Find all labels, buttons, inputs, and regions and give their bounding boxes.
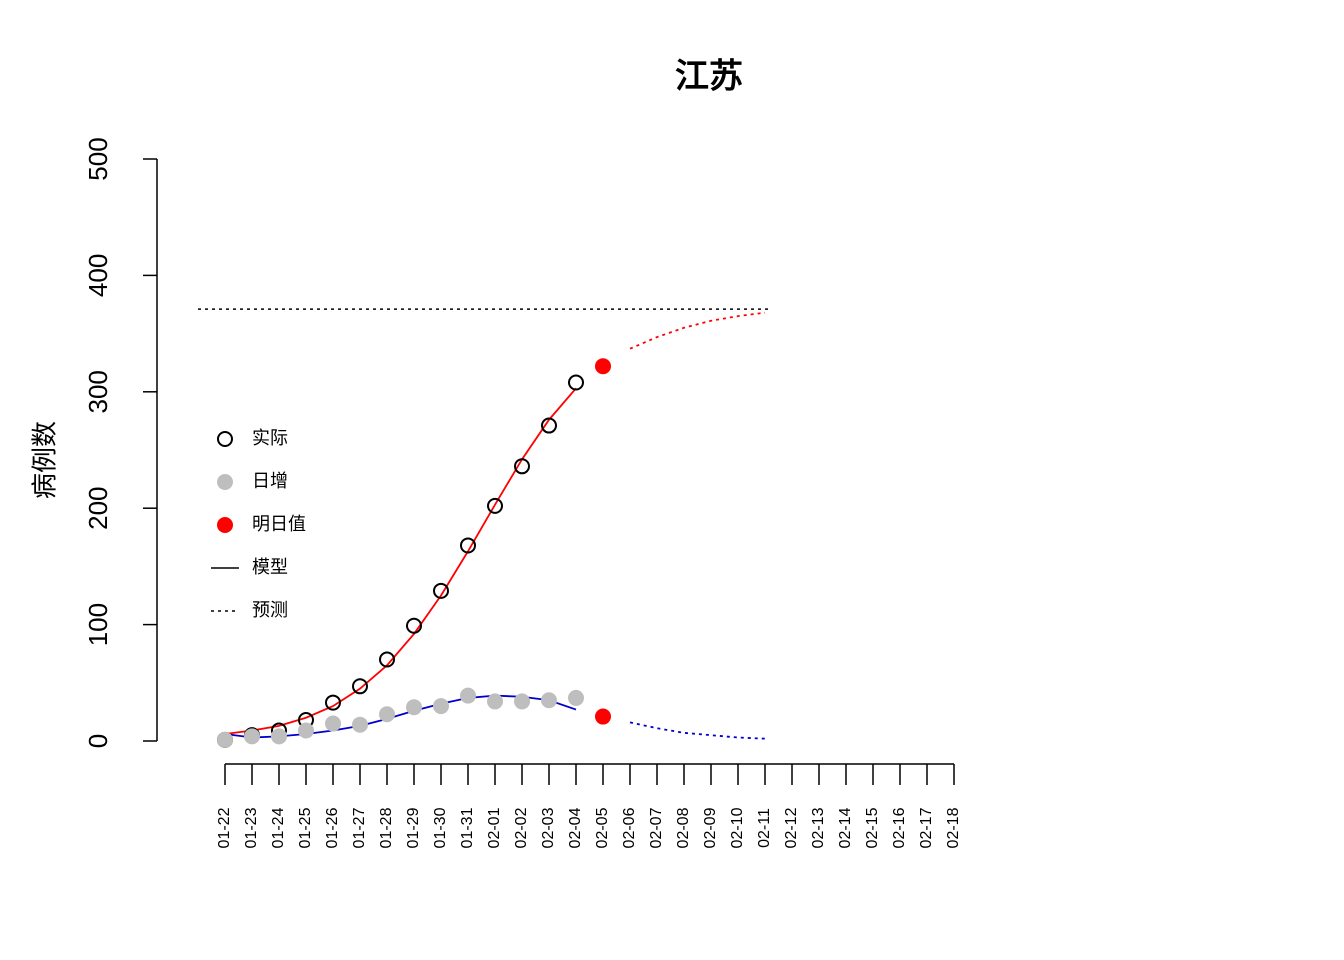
data-point bbox=[595, 358, 611, 375]
data-point bbox=[433, 698, 449, 715]
x-tick-label: 02-06 bbox=[621, 807, 638, 848]
x-tick-label: 02-03 bbox=[540, 807, 557, 848]
x-tick-label: 01-26 bbox=[324, 807, 341, 848]
legend-marker bbox=[217, 474, 233, 490]
data-point bbox=[352, 716, 368, 733]
x-tick-label: 01-29 bbox=[405, 807, 422, 848]
y-axis-label: 病例数 bbox=[31, 421, 61, 499]
legend-label: 实际 bbox=[252, 428, 288, 449]
x-tick-label: 02-05 bbox=[594, 807, 611, 848]
x-tick-label: 02-10 bbox=[729, 807, 746, 848]
data-point bbox=[541, 692, 557, 709]
model-line bbox=[629, 721, 766, 740]
x-tick-label: 02-08 bbox=[675, 807, 692, 848]
x-tick-label: 02-11 bbox=[756, 808, 773, 848]
y-tick-label: 100 bbox=[83, 603, 113, 646]
legend-label: 明日值 bbox=[252, 514, 306, 535]
data-point bbox=[379, 706, 395, 723]
data-point bbox=[487, 497, 503, 514]
data-point bbox=[460, 687, 476, 704]
data-point bbox=[379, 651, 395, 668]
legend-marker bbox=[217, 431, 233, 447]
data-point bbox=[406, 699, 422, 716]
data-point bbox=[298, 722, 314, 739]
x-tick-label: 02-15 bbox=[864, 807, 881, 848]
legend-label: 预测 bbox=[252, 600, 288, 621]
data-point bbox=[541, 417, 557, 434]
chart-title: 江苏 bbox=[675, 57, 743, 97]
y-tick-label: 0 bbox=[83, 734, 113, 748]
x-tick-label: 02-13 bbox=[810, 807, 827, 848]
data-point bbox=[271, 728, 287, 745]
x-tick-label: 01-25 bbox=[297, 807, 314, 848]
data-point bbox=[460, 537, 476, 554]
x-tick-label: 02-14 bbox=[837, 807, 854, 848]
x-tick-label: 01-23 bbox=[243, 807, 260, 848]
x-tick-label: 02-12 bbox=[783, 807, 800, 848]
y-tick-label: 500 bbox=[83, 137, 113, 180]
data-point bbox=[244, 728, 260, 745]
data-point bbox=[514, 693, 530, 710]
data-point bbox=[514, 458, 530, 475]
model-line bbox=[629, 311, 766, 350]
x-tick-label: 01-27 bbox=[351, 807, 368, 848]
data-point bbox=[487, 693, 503, 710]
x-tick-label: 02-18 bbox=[945, 807, 962, 848]
data-point bbox=[568, 374, 584, 391]
x-tick-label: 01-28 bbox=[378, 807, 395, 848]
y-tick-label: 400 bbox=[83, 254, 113, 297]
x-tick-label: 01-22 bbox=[216, 807, 233, 848]
data-point bbox=[595, 708, 611, 725]
x-tick-label: 01-31 bbox=[459, 807, 476, 848]
x-tick-label: 02-16 bbox=[891, 807, 908, 848]
x-tick-label: 02-04 bbox=[567, 807, 584, 848]
data-point bbox=[433, 582, 449, 599]
data-point bbox=[406, 617, 422, 634]
legend-label: 模型 bbox=[252, 557, 288, 578]
data-point bbox=[568, 689, 584, 706]
data-point bbox=[325, 694, 341, 711]
y-tick-label: 300 bbox=[83, 370, 113, 413]
x-tick-label: 01-30 bbox=[432, 807, 449, 848]
data-point bbox=[217, 731, 233, 748]
legend-marker bbox=[217, 517, 233, 533]
x-tick-label: 02-07 bbox=[648, 807, 665, 848]
x-tick-label: 02-02 bbox=[513, 807, 530, 848]
legend-label: 日增 bbox=[252, 471, 288, 492]
data-point bbox=[352, 678, 368, 695]
x-tick-label: 02-09 bbox=[702, 807, 719, 848]
x-tick-label: 01-24 bbox=[270, 807, 287, 848]
x-tick-label: 02-17 bbox=[918, 807, 935, 848]
data-point bbox=[325, 715, 341, 732]
x-tick-label: 02-01 bbox=[486, 807, 503, 848]
y-tick-label: 200 bbox=[83, 487, 113, 530]
